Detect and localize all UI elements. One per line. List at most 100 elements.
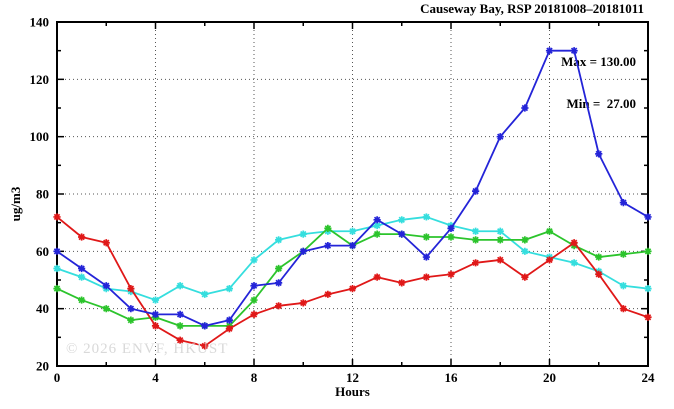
series-marker-blue (324, 242, 332, 250)
series-marker-cyan (275, 236, 283, 244)
series-marker-cyan (201, 290, 209, 298)
x-tick-label: 8 (251, 370, 258, 385)
series-marker-blue (595, 150, 603, 158)
series-marker-green (422, 233, 430, 241)
series-marker-green (521, 236, 529, 244)
series-marker-blue (127, 305, 135, 313)
series-marker-red (102, 239, 110, 247)
series-marker-cyan (570, 259, 578, 267)
series-marker-blue (570, 47, 578, 55)
y-tick-label: 60 (36, 244, 49, 259)
legend-min-value: Min = 27.00 (566, 96, 636, 111)
series-marker-blue (201, 322, 209, 330)
series-marker-cyan (151, 296, 160, 304)
series-marker-green (472, 236, 480, 244)
series-marker-blue (102, 282, 110, 290)
series-marker-cyan (299, 230, 307, 238)
series-marker-red (151, 322, 160, 330)
series-marker-red (299, 299, 307, 307)
series-marker-green (78, 296, 86, 304)
x-tick-label: 0 (54, 370, 61, 385)
series-marker-red (250, 310, 258, 318)
series-marker-cyan (78, 273, 86, 281)
plot-frame (56, 21, 649, 367)
series-marker-green (619, 250, 627, 258)
series-marker-blue (299, 247, 307, 255)
y-tick-label: 40 (36, 301, 49, 316)
series-marker-cyan (472, 227, 480, 235)
series-marker-blue (545, 47, 554, 55)
series-marker-red (53, 213, 61, 221)
series-marker-cyan (373, 221, 381, 230)
series-marker-cyan (521, 247, 529, 255)
series-marker-blue (422, 253, 430, 261)
series-marker-red (398, 279, 406, 287)
series-marker-green (275, 264, 283, 273)
series-line-blue (56, 49, 649, 327)
series-marker-blue (398, 230, 406, 238)
series-marker-cyan (496, 227, 504, 235)
series-marker-red (496, 256, 504, 264)
series-marker-cyan (348, 227, 357, 235)
series-marker-blue (644, 213, 652, 221)
series-marker-cyan (422, 213, 430, 221)
chart-title: Causeway Bay, RSP 20181008–20181011 (420, 1, 644, 16)
series-marker-red (324, 290, 332, 298)
series-marker-red (127, 285, 135, 293)
series-marker-blue (447, 224, 455, 232)
series-marker-blue (496, 133, 504, 141)
y-tick-label: 100 (30, 129, 50, 144)
series-marker-cyan (225, 285, 233, 293)
series-marker-blue (176, 310, 184, 318)
series-marker-cyan (53, 264, 61, 273)
series-marker-green (53, 285, 61, 293)
series-marker-blue (521, 104, 529, 112)
series-marker-blue (275, 279, 283, 287)
series-marker-green (373, 230, 381, 238)
series-marker-green (250, 296, 258, 304)
x-tick-label: 12 (346, 370, 359, 385)
series-marker-red (225, 325, 233, 333)
series-marker-red (644, 313, 652, 321)
series-marker-cyan (619, 282, 627, 290)
series-marker-red (545, 256, 554, 264)
series-marker-green (545, 227, 554, 235)
series-marker-red (78, 233, 86, 241)
series-marker-red (348, 285, 357, 293)
series-marker-green (324, 224, 332, 232)
series-marker-cyan (398, 216, 406, 224)
series-marker-blue (78, 264, 86, 273)
x-tick-label: 20 (543, 370, 556, 385)
series-marker-blue (151, 310, 160, 318)
watermark: © 2026 ENVF, HKUST (66, 341, 229, 357)
series-marker-red (275, 302, 283, 310)
series-marker-green (176, 322, 184, 330)
series-marker-red (176, 336, 184, 344)
series-marker-blue (225, 316, 233, 324)
x-tick-label: 16 (445, 370, 459, 385)
series-marker-cyan (176, 282, 184, 290)
series-marker-red (201, 342, 209, 350)
legend: Max = 130.00 Min = 27.00 (561, 27, 636, 139)
x-tick-label: 24 (642, 370, 656, 385)
series-marker-red (472, 259, 480, 267)
y-tick-label: 20 (36, 359, 49, 374)
series-marker-green (447, 233, 455, 241)
y-tick-label: 120 (30, 72, 50, 87)
series-marker-green (595, 253, 603, 261)
x-tick-label: 4 (152, 370, 159, 385)
series-marker-blue (619, 199, 627, 207)
series-marker-blue (472, 187, 480, 195)
series-marker-blue (250, 282, 258, 290)
series-marker-green (496, 236, 504, 244)
series-marker-green (102, 305, 110, 313)
series-marker-red (595, 270, 603, 278)
series-marker-blue (53, 247, 61, 255)
series-marker-blue (348, 242, 357, 250)
series-marker-green (644, 247, 652, 255)
series-marker-red (570, 239, 578, 247)
y-tick-label: 80 (36, 187, 49, 202)
legend-max-value: Max = 130.00 (561, 54, 636, 69)
x-axis-label: Hours (335, 384, 370, 399)
